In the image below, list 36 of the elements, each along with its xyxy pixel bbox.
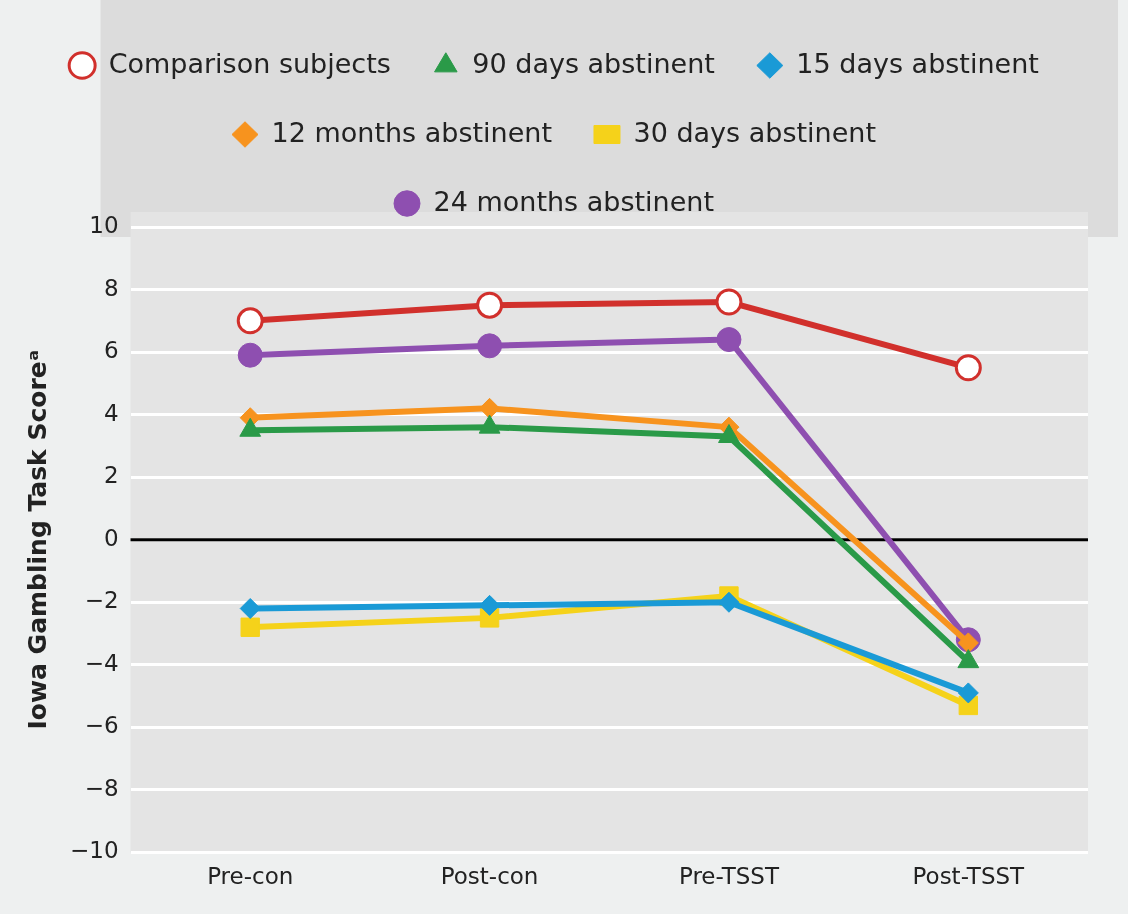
point (716, 327, 742, 353)
legend-label: Comparison subjects (108, 47, 391, 79)
x-tick-label: Post-TSST (912, 863, 1026, 890)
point (479, 397, 501, 419)
y-tick-label: −8 (84, 774, 119, 801)
point (957, 632, 979, 654)
x-tick-label: Pre-TSST (678, 863, 780, 890)
y-tick-label: −2 (84, 587, 119, 614)
y-tick-label: 10 (89, 211, 119, 238)
legend-label: 12 months abstinent (271, 116, 552, 148)
point (476, 291, 504, 319)
point (715, 288, 743, 316)
point (957, 682, 979, 704)
point (718, 591, 740, 613)
point (477, 333, 503, 359)
y-tick-label: 2 (103, 462, 119, 489)
legend-label: 30 days abstinent (633, 116, 876, 148)
y-tick-label: 6 (103, 337, 119, 364)
point (237, 342, 263, 368)
point (240, 617, 260, 637)
y-tick-label: 8 (103, 274, 119, 301)
legend-label: 15 days abstinent (796, 47, 1039, 79)
y-tick-label: −4 (84, 649, 119, 676)
point (236, 307, 264, 335)
x-tick-label: Post-con (440, 863, 539, 890)
y-axis-title: Iowa Gambling Task Scoreᵃ (22, 349, 52, 730)
y-tick-label: −10 (69, 837, 119, 864)
y-tick-label: 4 (103, 399, 119, 426)
point (239, 597, 261, 619)
point (954, 354, 982, 382)
y-tick-label: 0 (103, 524, 119, 551)
y-tick-label: −6 (84, 712, 119, 739)
x-tick-label: Pre-con (207, 863, 294, 890)
legend-label: 90 days abstinent (472, 47, 715, 79)
legend-label: 24 months abstinent (433, 185, 714, 217)
point (479, 594, 501, 616)
